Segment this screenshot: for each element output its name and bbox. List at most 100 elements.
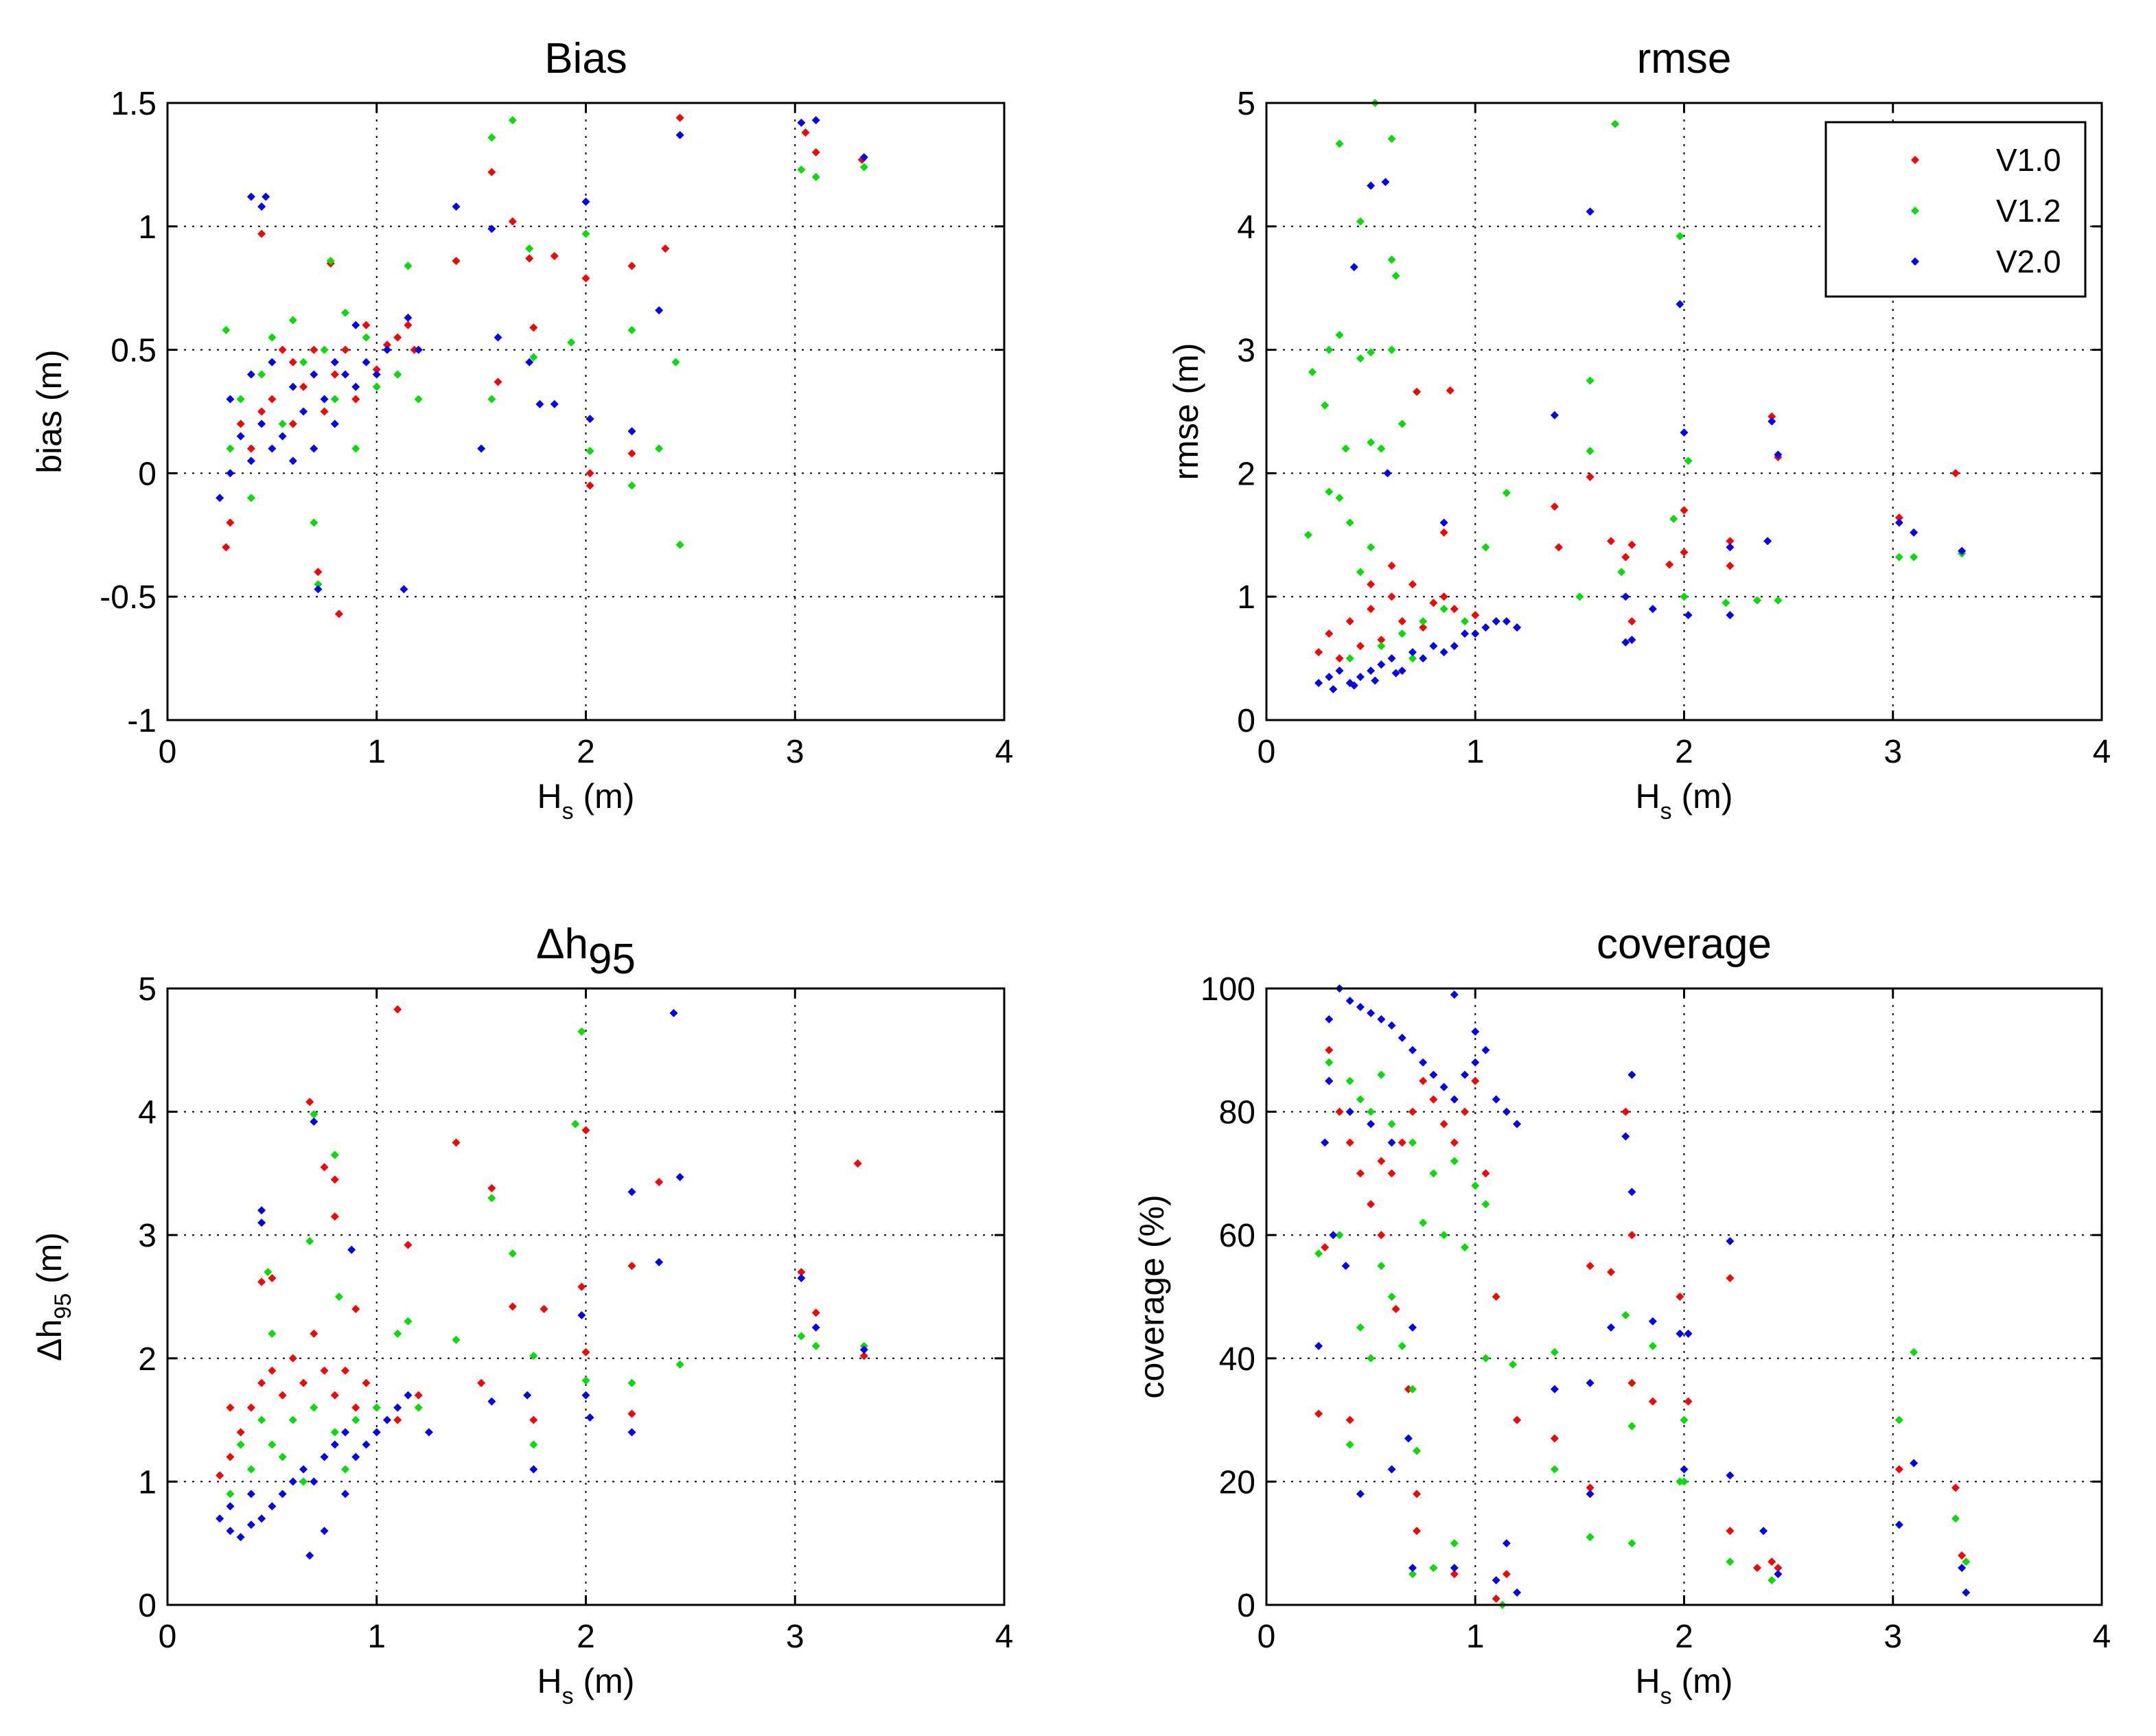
coverage-point (1377, 1070, 1386, 1079)
coverage-y-tick-label: 20 (1219, 1464, 1255, 1501)
rmse-point (1586, 447, 1595, 456)
bias-point (341, 345, 350, 354)
dh95-point (675, 1360, 684, 1369)
coverage-point (1408, 1323, 1417, 1332)
bias-point (675, 540, 684, 549)
dh95-point (330, 1428, 339, 1437)
coverage-point (1335, 1107, 1344, 1116)
rmse-point (1398, 629, 1406, 638)
bias-point (414, 395, 423, 404)
bias-point (452, 202, 461, 211)
coverage-point (1492, 1095, 1500, 1104)
dh95-point (669, 1008, 678, 1017)
coverage-point (1345, 1107, 1354, 1116)
coverage-point (1621, 1107, 1630, 1116)
rmse-point (1349, 263, 1358, 272)
coverage-series-v1-2 (1314, 1058, 1971, 1609)
rmse-point (1611, 119, 1620, 128)
dh95-point (288, 1477, 297, 1486)
rmse-point (1321, 401, 1330, 410)
dh95-point (278, 1391, 287, 1400)
coverage-point (1550, 1385, 1559, 1393)
coverage-title: coverage (1597, 921, 1772, 968)
coverage-x-tick-label: 4 (2093, 1619, 2111, 1655)
dh95-plot-area (167, 988, 1004, 1605)
rmse-point (1726, 562, 1735, 570)
dh95-point (797, 1268, 806, 1277)
coverage-point (1377, 1015, 1386, 1023)
rmse-point (1308, 367, 1317, 376)
bias-point (314, 568, 323, 577)
dh95-point (797, 1332, 806, 1341)
dh95-point (226, 1502, 235, 1511)
bias-point (257, 419, 266, 428)
dh95-x-tick-label: 4 (995, 1619, 1014, 1655)
dh95-point (246, 1490, 255, 1498)
rmse-point (1894, 553, 1903, 562)
rmse-point (1550, 410, 1559, 419)
rmse-point (1356, 217, 1365, 226)
rmse-point (1314, 679, 1323, 688)
rmse-point (1367, 543, 1376, 552)
rmse-point (1419, 617, 1428, 626)
dh95-point (278, 1490, 287, 1498)
dh95-x-tick-label: 3 (786, 1619, 804, 1655)
rmse-point (1446, 386, 1454, 395)
rmse-point (1461, 629, 1470, 638)
coverage-point (1492, 1595, 1500, 1604)
rmse-point (1586, 207, 1595, 216)
dh95-point (246, 1403, 255, 1412)
coverage-point (1586, 1378, 1595, 1387)
coverage-point (1429, 1070, 1438, 1079)
rmse-title: rmse (1637, 35, 1732, 82)
rmse-point (1383, 469, 1392, 478)
bias-point (226, 395, 235, 404)
coverage-point (1648, 1341, 1657, 1350)
rmse-x-axis-label: Hs (m) (1636, 777, 1733, 824)
dh95-point (299, 1465, 308, 1474)
dh95-point (310, 1403, 318, 1412)
dh95-point (226, 1527, 235, 1536)
bias-point (268, 333, 277, 342)
coverage-y-axis-label: coverage (%) (1133, 1194, 1171, 1398)
bias-point (494, 378, 502, 386)
bias-point (222, 325, 231, 334)
rmse-point (1439, 648, 1448, 657)
bias-point (299, 407, 308, 416)
coverage-point (1429, 1564, 1438, 1573)
dh95-point (351, 1403, 360, 1412)
bias-point (236, 395, 245, 404)
coverage-point (1367, 1120, 1376, 1129)
bias-point (487, 395, 496, 404)
coverage-x-tick-label: 2 (1675, 1619, 1693, 1655)
dh95-point (310, 1329, 318, 1338)
rmse-point (1303, 531, 1312, 540)
coverage-point (1759, 1527, 1768, 1536)
coverage-point (1450, 1138, 1459, 1147)
bias-point (399, 585, 408, 594)
coverage-point (1314, 1409, 1323, 1418)
rmse-point (1951, 469, 1960, 478)
coverage-point (1752, 1564, 1761, 1573)
coverage-point (1471, 1027, 1480, 1036)
rmse-point (1665, 560, 1674, 569)
rmse-point (1356, 673, 1365, 682)
bias-point (529, 353, 538, 362)
bias-point (362, 321, 371, 329)
rmse-point (1367, 348, 1376, 357)
dh95-y-tick-label: 1 (138, 1464, 157, 1501)
coverage-point (1607, 1323, 1616, 1332)
coverage-point (1627, 1070, 1636, 1079)
bias-point (627, 481, 636, 490)
rmse-point (1513, 623, 1522, 632)
coverage-point (1621, 1310, 1630, 1319)
coverage-point (1329, 1231, 1338, 1240)
coverage-point (1471, 1181, 1480, 1190)
dh95-series-v1-0 (216, 1005, 868, 1480)
bias-y-tick-label: 1 (138, 209, 157, 246)
rmse-point (1627, 540, 1636, 549)
bias-point (351, 321, 360, 329)
coverage-point (1962, 1558, 1971, 1566)
